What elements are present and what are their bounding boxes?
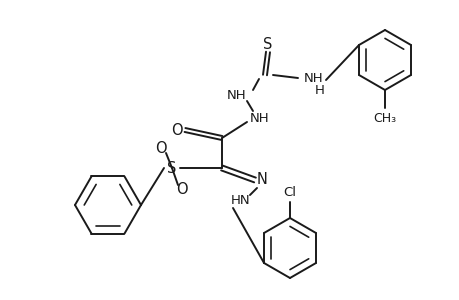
Text: NH: NH — [303, 71, 323, 85]
Text: HN: HN — [231, 194, 250, 206]
Text: CH₃: CH₃ — [373, 112, 396, 124]
Text: S: S — [263, 37, 272, 52]
Text: O: O — [155, 140, 167, 155]
Text: N: N — [256, 172, 267, 188]
Text: NH: NH — [250, 112, 269, 124]
Text: Cl: Cl — [283, 187, 296, 200]
Text: NH: NH — [227, 88, 246, 101]
Text: O: O — [176, 182, 187, 197]
Text: H: H — [314, 83, 324, 97]
Text: O: O — [171, 122, 182, 137]
Text: S: S — [167, 160, 176, 175]
